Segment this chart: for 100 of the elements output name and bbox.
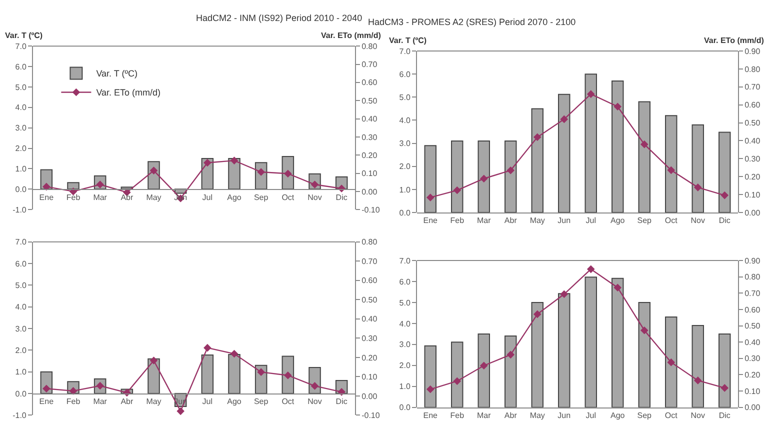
y2-tick-label: 0.70 xyxy=(744,288,761,298)
x-tick-label: Jun xyxy=(558,216,571,226)
y2-tick-label: 0.10 xyxy=(362,169,378,178)
y-tick-label: 3.0 xyxy=(399,139,411,148)
y2-tick-label: 0.30 xyxy=(744,354,761,364)
y-tick-label: 6.0 xyxy=(399,70,411,79)
y-tick-label: 0.0 xyxy=(15,389,27,398)
y2-tick-label: 0.10 xyxy=(744,190,761,200)
y-tick-label: 7.0 xyxy=(399,256,411,266)
y2-tick-label: 0.00 xyxy=(744,208,761,218)
x-tick-label: Feb xyxy=(450,216,465,226)
y-tick-label: 4.0 xyxy=(15,103,27,112)
x-tick-label: Jul xyxy=(202,192,213,202)
y2-tick-label: 0.30 xyxy=(744,154,761,164)
y-tick-label: 5.0 xyxy=(15,82,27,92)
y2-tick-label: 0.00 xyxy=(362,187,378,196)
y-tick-label: 6.0 xyxy=(399,277,411,286)
x-tick-label: Jun xyxy=(174,192,188,202)
y-tick-label: 5.0 xyxy=(399,92,411,102)
y2-tick-label: 0.20 xyxy=(362,353,378,362)
y2-tick-label: 0.60 xyxy=(362,276,378,286)
y2-tick-label: 0.30 xyxy=(362,132,378,142)
y2-tick-label: 0.00 xyxy=(744,403,761,412)
x-tick-label: Ago xyxy=(610,410,626,420)
y-tick-label: 3.0 xyxy=(399,340,411,350)
x-tick-label: Mar xyxy=(93,192,108,202)
y-tick-label: 6.0 xyxy=(15,259,27,268)
x-tick-label: Dic xyxy=(718,410,730,420)
x-tick-label: Mar xyxy=(93,397,108,406)
y2-tick-label: 0.70 xyxy=(362,60,378,70)
x-tick-label: Feb xyxy=(450,410,465,420)
y2-tick-label: 0.40 xyxy=(362,314,378,324)
y2-tick-label: 0.50 xyxy=(362,295,378,304)
y-tick-label: 4.0 xyxy=(399,116,411,126)
y2-tick-label: 0.90 xyxy=(744,256,761,266)
x-tick-label: Dic xyxy=(718,216,730,226)
x-tick-label: Ene xyxy=(39,192,54,202)
x-tick-label: Mar xyxy=(476,216,492,226)
x-tick-label: May xyxy=(530,216,545,226)
y2-tick-label: 0.60 xyxy=(744,100,761,110)
y2-tick-label: 0.40 xyxy=(362,114,378,124)
y2-tick-label: -0.10 xyxy=(362,205,380,214)
y-tick-label: 7.0 xyxy=(15,42,27,51)
y-tick-label: 5.0 xyxy=(15,281,27,290)
x-tick-label: May xyxy=(146,192,162,202)
y-tick-label: 4.0 xyxy=(399,319,411,328)
y2-tick-label: -0.10 xyxy=(362,411,380,420)
y2-tick-label: 0.80 xyxy=(744,272,761,282)
x-tick-label: Nov xyxy=(308,192,322,202)
y-tick-label: 3.0 xyxy=(15,324,27,334)
y2-tick-label: 0.30 xyxy=(362,334,378,343)
y-tick-label: 2.0 xyxy=(399,162,411,172)
y-tick-label: 7.0 xyxy=(399,46,411,56)
y-tick-label: 1.0 xyxy=(399,185,411,194)
y-tick-label: 1.0 xyxy=(399,382,411,392)
y-tick-label: 5.0 xyxy=(399,298,411,308)
y2-tick-label: 0.60 xyxy=(744,305,761,314)
y2-tick-label: 0.00 xyxy=(362,392,378,401)
y-tick-label: 6.0 xyxy=(15,62,27,72)
y-tick-label: -1.0 xyxy=(12,411,27,420)
x-tick-label: Abr xyxy=(120,397,134,406)
x-tick-label: May xyxy=(530,410,545,420)
y2-tick-label: 0.10 xyxy=(744,386,761,396)
x-tick-label: Oct xyxy=(664,216,678,226)
y2-tick-label: 0.50 xyxy=(362,96,378,106)
x-tick-label: Sep xyxy=(254,397,269,406)
x-tick-label: Abr xyxy=(120,192,134,202)
x-tick-label: Jun xyxy=(558,410,571,420)
chart-title: HadCM3 - PROMES A2 (SRES) Period 2070 - 2100 xyxy=(368,17,576,27)
y-tick-label: 2.0 xyxy=(15,346,27,356)
y2-axis-title: Var. ETo (mm/d) xyxy=(321,31,382,40)
x-tick-label: Jul xyxy=(586,410,596,420)
x-tick-label: Dic xyxy=(336,397,348,406)
x-tick-label: Feb xyxy=(66,397,81,406)
y2-tick-label: 0.10 xyxy=(362,372,378,382)
y-tick-label: 2.0 xyxy=(15,144,27,154)
y2-tick-label: 0.20 xyxy=(362,150,378,160)
x-tick-label: Ago xyxy=(227,192,242,202)
x-tick-label: Ago xyxy=(227,397,242,406)
legend-label: Var. ETo (mm/d) xyxy=(96,88,161,98)
x-tick-label: Oct xyxy=(664,410,678,420)
x-tick-label: Nov xyxy=(690,410,705,420)
y2-tick-label: 0.20 xyxy=(744,172,761,182)
y-tick-label: 0.0 xyxy=(399,403,411,412)
legend-label: Var. T (ºC) xyxy=(96,68,138,79)
x-tick-label: Sep xyxy=(254,192,269,202)
y-tick-label: 7.0 xyxy=(15,238,27,247)
x-tick-label: Dic xyxy=(336,192,348,202)
x-tick-label: Mar xyxy=(476,410,492,420)
x-tick-label: May xyxy=(146,397,162,406)
y2-tick-label: 0.50 xyxy=(744,322,761,331)
x-tick-label: Nov xyxy=(308,397,322,406)
y2-tick-label: 0.80 xyxy=(362,238,378,247)
y2-tick-label: 0.50 xyxy=(744,118,761,128)
x-tick-label: Abr xyxy=(504,410,518,420)
y2-tick-label: 0.70 xyxy=(362,256,378,266)
y-tick-label: 2.0 xyxy=(399,361,411,370)
x-tick-label: Sep xyxy=(637,410,652,420)
x-tick-label: Ene xyxy=(423,410,438,420)
y2-tick-label: 0.90 xyxy=(744,46,761,56)
